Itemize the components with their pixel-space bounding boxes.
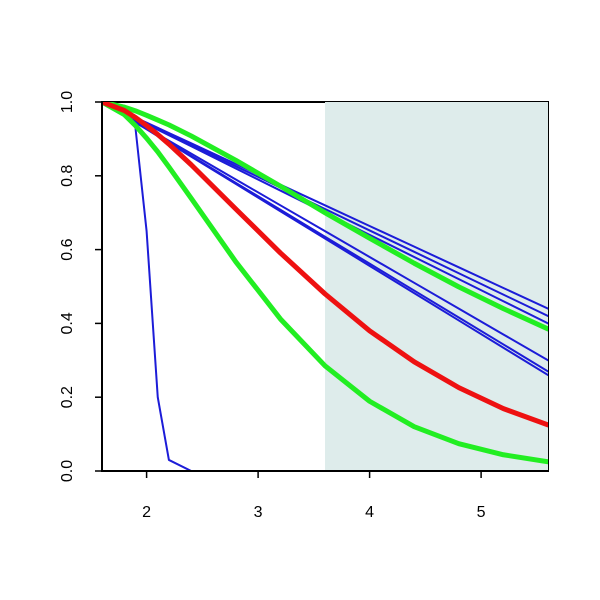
- y-tick-label: 0.2: [59, 386, 76, 408]
- y-tick-label: 0.4: [59, 312, 76, 334]
- x-tick-label: 3: [254, 504, 263, 521]
- shaded-region: [325, 102, 548, 471]
- series-line: [102, 102, 548, 377]
- axes: 0.0 0.2 0.4 0.6 0.8 1.0 2 3 4 5: [59, 91, 548, 521]
- y-tick-label: 0.6: [59, 238, 76, 260]
- plot-lines: [102, 102, 548, 471]
- series-line: [102, 102, 548, 428]
- x-tick-label: 4: [365, 504, 374, 521]
- y-tick-label: 0.0: [59, 460, 76, 482]
- plot-background: [101, 101, 549, 472]
- y-tick-label: 1.0: [59, 91, 76, 113]
- y-tick-label: 0.8: [59, 165, 76, 187]
- series-line: [102, 102, 548, 471]
- series-line: [102, 102, 548, 465]
- x-tick-label: 2: [142, 504, 151, 521]
- x-tick-label: 5: [477, 504, 486, 521]
- series-line: [102, 102, 548, 332]
